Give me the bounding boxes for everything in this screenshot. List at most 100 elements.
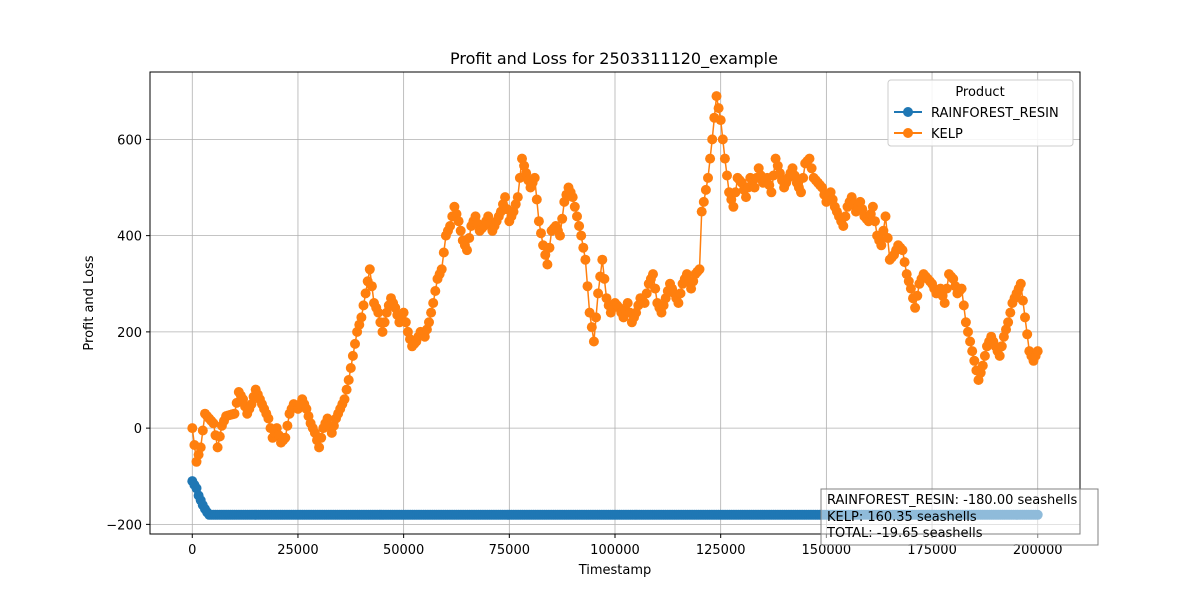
- data-point-kelp: [453, 216, 464, 227]
- axis-layer: 0 25000 50000 75000 100000 125000 150000 175000…: [106, 133, 1062, 558]
- data-point-kelp: [703, 172, 713, 183]
- data-point-kelp: [358, 300, 369, 311]
- x-tick-label: 25000: [277, 543, 318, 558]
- data-point-kelp: [707, 134, 718, 145]
- data-point-kelp: [438, 247, 449, 258]
- data-point-kelp: [648, 269, 658, 280]
- data-point-kelp: [1032, 346, 1043, 357]
- data-point-kelp: [436, 264, 447, 275]
- data-point-kelp: [569, 201, 580, 212]
- data-point-kelp: [622, 298, 633, 308]
- legend-swatch-marker-rainforest-resin: [903, 107, 913, 117]
- data-point-kelp: [580, 254, 591, 265]
- data-point-kelp: [512, 192, 523, 203]
- data-point-kelp: [899, 257, 910, 268]
- data-point-kelp: [343, 375, 354, 385]
- data-point-kelp: [880, 211, 891, 222]
- data-point-kelp: [316, 432, 327, 443]
- data-point-kelp: [533, 216, 544, 227]
- data-point-kelp: [749, 182, 760, 193]
- data-point-kelp: [557, 213, 568, 224]
- data-point-kelp: [187, 423, 198, 434]
- data-point-kelp: [208, 418, 219, 429]
- data-point-kelp: [1005, 307, 1016, 318]
- data-point-kelp: [838, 221, 849, 231]
- data-point-kelp: [280, 432, 291, 443]
- data-point-kelp: [979, 350, 990, 361]
- summary-box-frame: [820, 488, 1099, 546]
- data-point-kelp: [994, 350, 1005, 361]
- data-point-kelp: [1015, 278, 1026, 289]
- data-point-kelp: [996, 341, 1007, 352]
- data-point-kelp: [430, 286, 441, 296]
- data-point-kelp: [728, 201, 739, 212]
- x-tick-label: 175000: [907, 543, 957, 558]
- data-point-kelp: [400, 317, 411, 328]
- data-point-kelp: [377, 326, 388, 337]
- data-point-kelp: [675, 288, 686, 299]
- data-point-kelp: [529, 172, 540, 183]
- data-point-kelp: [641, 288, 652, 299]
- data-point-kelp: [958, 300, 969, 311]
- y-tick-label: 600: [117, 133, 142, 148]
- data-point-kelp: [804, 153, 815, 164]
- data-point-kelp: [426, 307, 437, 318]
- legend-label-rainforest-resin: RAINFOREST_RESIN: [931, 106, 1059, 121]
- data-point-kelp: [214, 431, 225, 442]
- data-point-kelp: [870, 216, 880, 227]
- x-tick-label: 100000: [590, 543, 640, 558]
- data-point-kelp: [905, 283, 916, 294]
- data-point-kelp: [713, 103, 724, 114]
- data-point-kelp: [462, 245, 472, 256]
- x-tick-label: 75000: [489, 543, 530, 558]
- data-point-kelp: [500, 192, 511, 203]
- data-point-kelp: [897, 245, 908, 256]
- data-point-kelp: [536, 228, 546, 239]
- x-axis-label: Timestamp: [578, 563, 652, 578]
- data-point-kelp: [969, 355, 980, 366]
- data-point-kelp: [912, 290, 923, 301]
- data-point-kelp: [967, 346, 978, 357]
- data-point-kelp: [599, 273, 610, 284]
- data-point-kelp: [398, 307, 409, 318]
- data-point-kelp: [639, 298, 650, 308]
- data-point-kelp: [597, 254, 608, 265]
- data-point-kelp: [963, 326, 973, 337]
- data-point-kelp: [350, 338, 360, 349]
- data-point-kelp: [965, 336, 976, 347]
- x-tick-label: 150000: [802, 543, 852, 558]
- data-point-kelp: [960, 317, 971, 328]
- data-point-kelp: [574, 221, 585, 231]
- legend-label-kelp: KELP: [931, 127, 963, 142]
- data-point-kelp: [195, 442, 206, 453]
- data-point-kelp: [1017, 295, 1028, 306]
- data-point-kelp: [588, 336, 599, 347]
- data-point-kelp: [345, 363, 356, 373]
- data-point-kelp: [1022, 329, 1033, 340]
- data-point-kelp: [373, 307, 384, 318]
- data-point-kelp: [796, 187, 806, 198]
- data-point-kelp: [711, 91, 722, 102]
- data-point-kelp: [464, 233, 475, 243]
- y-axis-label: Profit and Loss: [82, 255, 97, 350]
- data-point-kelp: [876, 240, 887, 251]
- data-point-kelp: [650, 283, 661, 294]
- data-point-kelp: [360, 288, 371, 299]
- data-point-kelp: [1020, 312, 1030, 323]
- data-point-kelp: [379, 317, 390, 328]
- data-point-kelp: [572, 211, 582, 222]
- y-tick-label: 400: [117, 230, 142, 245]
- data-point-kelp: [910, 302, 921, 313]
- data-point-kelp: [717, 134, 728, 145]
- data-point-kelp: [591, 312, 601, 323]
- data-point-kelp: [977, 360, 988, 371]
- data-point-kelp: [939, 298, 950, 308]
- data-point-kelp: [428, 298, 439, 308]
- summary-box: RAINFOREST_RESIN: -180.00 seashells KELP…: [820, 488, 1099, 546]
- data-point-kelp: [840, 211, 851, 222]
- data-point-kelp: [347, 350, 358, 361]
- data-point-kelp: [229, 408, 240, 419]
- data-point-kelp: [356, 312, 367, 323]
- data-point-kelp: [576, 230, 587, 241]
